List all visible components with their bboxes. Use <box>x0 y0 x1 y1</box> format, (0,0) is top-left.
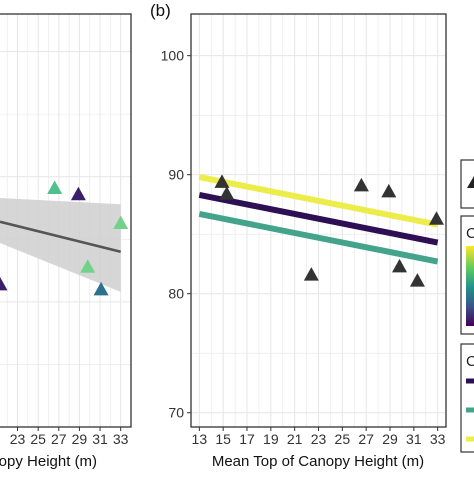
panel-b-y-tick-label: 100 <box>161 48 185 64</box>
panel-b-x-tick-label: 27 <box>358 431 374 447</box>
panel-b-points <box>214 174 444 287</box>
panel-b-fit-line <box>198 191 439 246</box>
panel-b-point <box>409 273 425 287</box>
panel-b-x-tick-label: 17 <box>239 431 255 447</box>
panel-b-x-tick-label: 15 <box>215 431 231 447</box>
panel-a-border <box>0 13 132 428</box>
panel-b-y-ticks: 70 80 90 100 <box>161 48 191 421</box>
panel-b-x-axis-title: Mean Top of Canopy Height (m) <box>212 453 424 470</box>
panel-b-y-tick-label: 70 <box>168 405 184 421</box>
panel-b-point <box>214 174 230 188</box>
panel-a-x-tick-label: 23 <box>10 431 26 447</box>
panel-b-x-tick-label: 23 <box>311 431 327 447</box>
panel-b-point <box>219 186 235 200</box>
panel-b-point <box>381 183 397 198</box>
legend-lines-box <box>460 343 474 453</box>
panel-a-x-tick-label: 27 <box>51 431 67 447</box>
legend-shape-box <box>460 159 474 209</box>
panel-b-point <box>392 258 408 273</box>
panel-a-fit-line <box>0 220 121 254</box>
panel-a-point <box>0 276 8 291</box>
panel-a-x-ticks: 23 25 27 29 31 33 <box>10 427 129 447</box>
panel-a-point <box>47 180 63 194</box>
panel-b-y-tick-label: 80 <box>168 286 184 302</box>
panel-b-x-tick-label: 21 <box>287 431 303 447</box>
panel-b-point <box>303 267 319 281</box>
legend-gradient-title: C <box>466 225 474 242</box>
panel-a-point <box>80 259 96 273</box>
panel-b-label: (b) <box>150 1 171 20</box>
panel-a-point <box>70 186 86 201</box>
panel-a-point <box>93 281 109 296</box>
legend-gradient-bar <box>466 246 474 326</box>
panel-a-x-axis-title: anopy Height (m) <box>0 453 97 470</box>
panel-b-lines <box>198 174 439 265</box>
panel-b-y-tick-label: 90 <box>168 167 184 183</box>
legend-lines-title: C <box>466 353 474 370</box>
panel-b-x-tick-label: 13 <box>192 431 208 447</box>
panel-b-x-tick-label: 25 <box>335 431 351 447</box>
panel-a-lines <box>0 220 121 254</box>
panel-b-x-tick-label: 33 <box>430 431 446 447</box>
legend-gradient: C <box>460 215 474 335</box>
legend-triangle-key <box>467 176 474 188</box>
panel-a-x-tick-label: 33 <box>113 431 129 447</box>
panel-b-fit-line <box>198 174 439 228</box>
panel-b: (b) 70 80 90 100 13 15 17 19 21 23 25 27 29 31 33 Mea… <box>150 1 447 470</box>
panel-b-point <box>353 177 369 192</box>
panel-b-x-tick-label: 31 <box>406 431 422 447</box>
legend-lines: C <box>460 343 474 453</box>
panel-a-point <box>113 215 129 230</box>
panel-a-x-tick-label: 29 <box>72 431 88 447</box>
panel-b-fit-line <box>198 211 439 265</box>
panel-b-point <box>428 211 444 225</box>
panel-b-x-tick-label: 29 <box>382 431 398 447</box>
panel-a-points <box>0 180 129 296</box>
legend-line-keys <box>466 378 474 442</box>
panel-b-x-ticks: 13 15 17 19 21 23 25 27 29 31 33 <box>192 427 446 447</box>
panel-a-x-tick-label: 31 <box>92 431 108 447</box>
legend-shape <box>460 159 474 209</box>
panel-a-x-tick-label: 25 <box>30 431 46 447</box>
legends: C C <box>460 159 474 453</box>
panel-b-x-tick-label: 19 <box>263 431 279 447</box>
